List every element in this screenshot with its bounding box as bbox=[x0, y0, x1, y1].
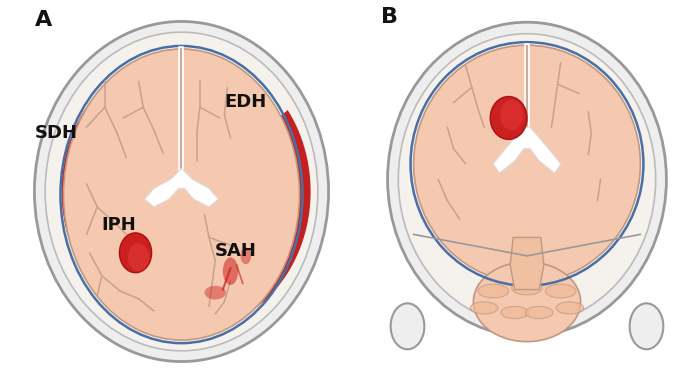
Text: SAH: SAH bbox=[215, 242, 257, 260]
Ellipse shape bbox=[241, 247, 251, 264]
Ellipse shape bbox=[630, 303, 663, 349]
Text: B: B bbox=[381, 7, 399, 27]
Text: SDH: SDH bbox=[34, 124, 77, 142]
Ellipse shape bbox=[128, 244, 149, 271]
Text: IPH: IPH bbox=[102, 216, 137, 234]
Ellipse shape bbox=[545, 284, 576, 298]
Ellipse shape bbox=[556, 302, 584, 314]
Polygon shape bbox=[144, 169, 218, 207]
Ellipse shape bbox=[500, 100, 524, 130]
Polygon shape bbox=[426, 60, 634, 198]
Text: EDH: EDH bbox=[224, 93, 267, 111]
Ellipse shape bbox=[399, 34, 655, 325]
Ellipse shape bbox=[473, 262, 581, 342]
Ellipse shape bbox=[391, 303, 424, 349]
Ellipse shape bbox=[512, 281, 542, 295]
Ellipse shape bbox=[526, 306, 553, 319]
Ellipse shape bbox=[34, 21, 329, 362]
Polygon shape bbox=[61, 53, 258, 330]
Polygon shape bbox=[493, 127, 560, 173]
Ellipse shape bbox=[387, 22, 667, 336]
Polygon shape bbox=[147, 110, 311, 330]
Ellipse shape bbox=[223, 257, 238, 285]
Ellipse shape bbox=[414, 45, 640, 283]
Polygon shape bbox=[510, 237, 544, 290]
Ellipse shape bbox=[45, 32, 318, 351]
Text: A: A bbox=[34, 10, 52, 30]
Ellipse shape bbox=[478, 284, 509, 298]
Ellipse shape bbox=[205, 286, 226, 300]
Ellipse shape bbox=[119, 233, 151, 273]
Ellipse shape bbox=[501, 306, 528, 319]
Ellipse shape bbox=[490, 97, 527, 139]
Ellipse shape bbox=[64, 49, 299, 340]
Ellipse shape bbox=[470, 302, 498, 314]
